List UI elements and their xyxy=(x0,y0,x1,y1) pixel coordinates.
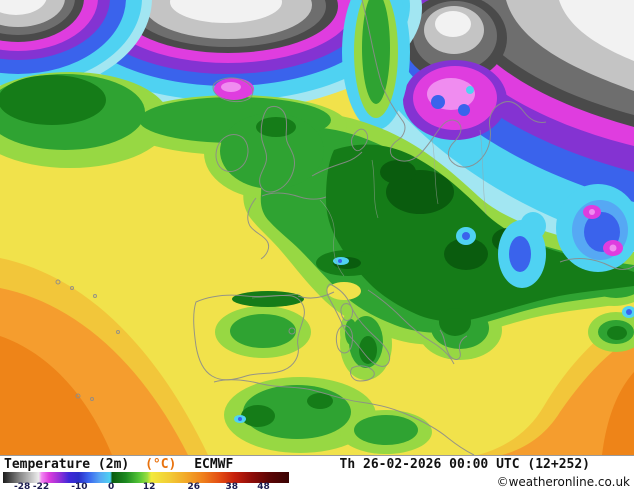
scale-tick: 12 xyxy=(142,482,156,490)
scale-tick: 26 xyxy=(187,482,201,490)
scale-tick: -22 xyxy=(32,482,50,490)
map-unit: (°C) xyxy=(145,457,177,472)
mild-green-regions xyxy=(0,72,634,454)
mountain-cold-spots xyxy=(234,184,634,423)
iceland-cold-patch xyxy=(214,78,254,100)
legend-title-row: Temperature (2m) (°C) ECMWF xyxy=(4,457,233,472)
norway-coast-mild-strip xyxy=(342,0,410,130)
country-borders xyxy=(251,129,487,299)
color-scale-bar xyxy=(3,472,289,483)
coastlines xyxy=(55,0,634,455)
scale-tick: 48 xyxy=(257,482,270,490)
scale-tick: 0 xyxy=(107,482,115,490)
color-scale-ticks: -28 -22 -10 0 12 26 38 48 xyxy=(3,483,289,490)
forecast-datetime: Th 26-02-2026 00:00 UTC (12+252) xyxy=(339,457,590,472)
scale-tick: 38 xyxy=(225,482,239,490)
weather-map xyxy=(0,0,634,455)
copyright: ©weatheronline.co.uk xyxy=(496,475,630,489)
scale-tick: -28 xyxy=(14,482,31,490)
map-title: Temperature (2m) xyxy=(4,457,130,472)
cold-system-greenland xyxy=(0,0,152,94)
scale-tick: -10 xyxy=(71,482,88,490)
model-name: ECMWF xyxy=(194,457,234,472)
legend-bar: Temperature (2m) (°C) ECMWF Th 26-02-202… xyxy=(0,455,634,490)
temperature-map-svg xyxy=(0,0,634,455)
